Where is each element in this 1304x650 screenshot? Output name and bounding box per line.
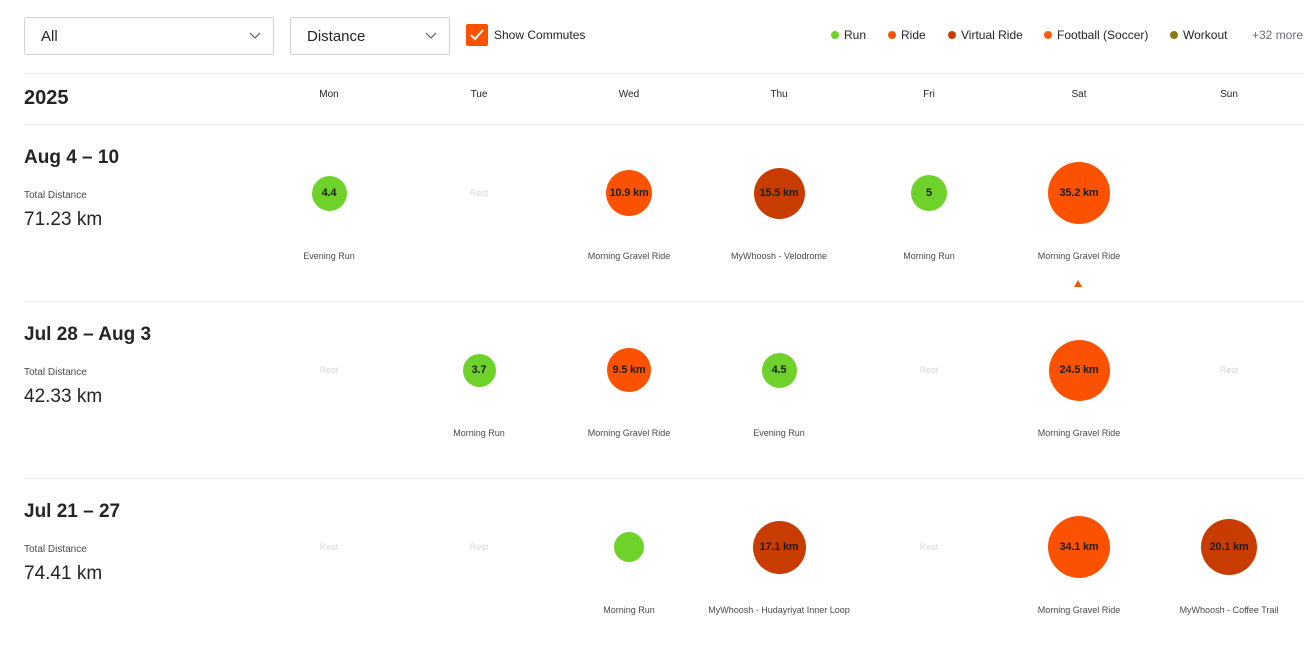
day-header-tue: Tue [470, 89, 488, 100]
activity-bubble-run[interactable]: 5 [911, 175, 947, 211]
total-distance-label: Total Distance [24, 544, 87, 555]
rest-day-label: Rest [319, 365, 339, 375]
day-header-mon: Mon [319, 89, 339, 100]
week-range-label: Jul 21 – 27 [24, 501, 121, 522]
activity-bubble-run[interactable]: 4.5 [761, 352, 797, 388]
workout-dot-icon [1170, 31, 1178, 39]
total-distance-value: 71.23 km [24, 209, 103, 230]
legend-item-workout: Workout [1170, 28, 1227, 44]
activity-bubble-ride[interactable]: 35.2 km [1048, 162, 1110, 224]
toolbar: All Distance Show Commutes Run Ride Virt… [0, 0, 1304, 72]
metric-value: Distance [307, 28, 366, 45]
activity-name[interactable]: Evening Run [303, 251, 355, 261]
activity-bubble-run[interactable]: 4.4 [311, 175, 347, 211]
activity-name[interactable]: Morning Gravel Ride [1037, 428, 1121, 438]
day-header-sun: Sun [1220, 89, 1238, 100]
total-distance-label: Total Distance [24, 367, 87, 378]
chevron-down-icon [425, 32, 437, 39]
activity-name[interactable]: Morning Gravel Ride [587, 428, 671, 438]
activity-bubble-virtual[interactable]: 20.1 km [1201, 519, 1257, 575]
rest-day-label: Rest [919, 365, 939, 375]
rest-day-label: Rest [469, 188, 489, 198]
sport-type-select[interactable]: All [24, 17, 274, 55]
football-dot-icon [1044, 31, 1052, 39]
total-distance-value: 42.33 km [24, 386, 103, 407]
sport-type-value: All [41, 28, 58, 45]
ride-dot-icon [888, 31, 896, 39]
activity-name[interactable]: Morning Run [903, 251, 955, 261]
show-commutes-checkbox[interactable] [466, 24, 488, 46]
checkmark-icon [470, 29, 484, 41]
total-distance-label: Total Distance [24, 190, 87, 201]
divider [24, 478, 1304, 479]
rest-day-label: Rest [1219, 365, 1239, 375]
rest-day-label: Rest [319, 542, 339, 552]
activity-bubble-ride[interactable]: 10.9 km [606, 170, 652, 216]
rest-day-label: Rest [469, 542, 489, 552]
activity-name[interactable]: Evening Run [753, 428, 805, 438]
activity-bubble-ride[interactable]: 9.5 km [607, 348, 651, 392]
day-header-fri: Fri [923, 89, 935, 100]
activity-name[interactable]: MyWhoosh - Hudayriyat Inner Loop [708, 605, 850, 615]
divider [24, 301, 1304, 302]
activity-name[interactable]: Morning Gravel Ride [1037, 605, 1121, 615]
show-commutes-label[interactable]: Show Commutes [494, 28, 586, 42]
activity-name[interactable]: Morning Gravel Ride [587, 251, 671, 261]
divider [24, 73, 1304, 74]
legend-more-link[interactable]: +32 more [1252, 28, 1304, 42]
metric-select[interactable]: Distance [290, 17, 450, 55]
activity-name[interactable]: Morning Run [453, 428, 505, 438]
activity-bubble-run[interactable]: 3.7 [462, 353, 496, 387]
total-distance-value: 74.41 km [24, 563, 103, 584]
rest-day-label: Rest [919, 542, 939, 552]
year-label: 2025 [24, 87, 69, 109]
virtual-ride-dot-icon [948, 31, 956, 39]
week-range-label: Jul 28 – Aug 3 [24, 324, 152, 345]
legend-item-virtual-ride: Virtual Ride [948, 28, 1023, 44]
activity-bubble-ride[interactable]: 34.1 km [1048, 516, 1110, 578]
activity-bubble-ride[interactable]: 24.5 km [1048, 339, 1110, 401]
divider [24, 124, 1304, 125]
activity-bubble-virtual[interactable]: 17.1 km [752, 520, 806, 574]
activity-bubble-virtual[interactable]: 15.5 km [753, 167, 805, 219]
day-header-wed: Wed [618, 89, 640, 100]
legend-item-ride: Ride [888, 28, 926, 44]
activity-name[interactable]: Morning Run [603, 605, 655, 615]
selected-week-marker-icon [1074, 280, 1082, 287]
run-dot-icon [831, 31, 839, 39]
day-header-sat: Sat [1071, 89, 1087, 100]
activity-bubble-run[interactable] [614, 532, 644, 562]
activity-name[interactable]: MyWhoosh - Coffee Trail [1179, 605, 1279, 615]
legend-item-run: Run [831, 28, 866, 44]
day-header-thu: Thu [770, 89, 788, 100]
activity-name[interactable]: Morning Gravel Ride [1037, 251, 1121, 261]
chevron-down-icon [249, 32, 261, 39]
legend-item-football: Football (Soccer) [1044, 28, 1148, 44]
activity-name[interactable]: MyWhoosh - Velodrome [730, 251, 828, 261]
week-range-label: Aug 4 – 10 [24, 147, 120, 168]
